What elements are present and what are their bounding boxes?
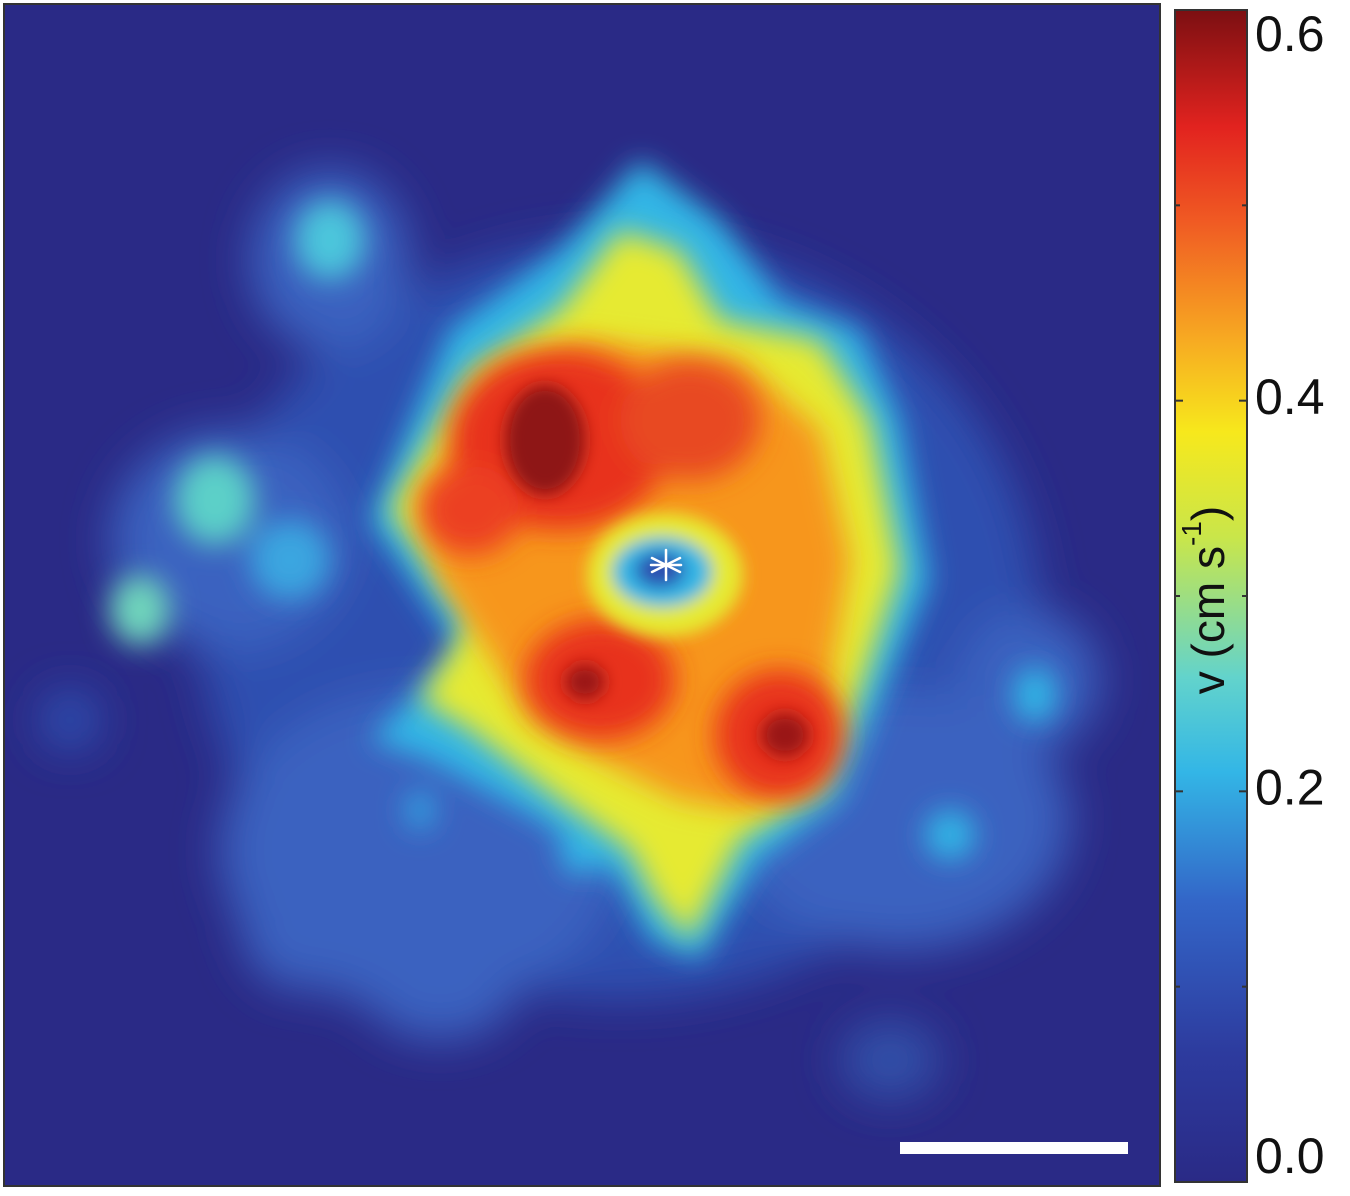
colorbar: 0.0 0.2 0.4 0.6 v (cm s-1) xyxy=(1174,6,1325,1184)
scale-bar xyxy=(900,1142,1128,1154)
heatmap-frame xyxy=(3,3,1161,1187)
heatmap-field xyxy=(40,160,1128,1154)
center-marker-asterisk-icon xyxy=(649,548,683,582)
colorbar-tick-label: 0.4 xyxy=(1255,369,1325,425)
colorbar-label-main: v (cm s xyxy=(1182,546,1234,694)
heatmap-plot-area xyxy=(3,3,1161,1187)
colorbar-label: v (cm s-1) xyxy=(1176,506,1234,694)
colorbar-label-close: ) xyxy=(1182,506,1234,521)
heatmap-peaks xyxy=(505,385,809,757)
colorbar-tick-label: 0.6 xyxy=(1255,6,1325,62)
colorbar-ticks xyxy=(1175,9,1247,1183)
colorbar-label-superscript: -1 xyxy=(1176,521,1207,546)
colorbar-tick-label: 0.2 xyxy=(1255,760,1325,816)
colorbar-tick-labels: 0.0 0.2 0.4 0.6 xyxy=(1255,6,1325,1184)
colorbar-gradient xyxy=(1174,9,1248,1183)
colorbar-tick-label: 0.0 xyxy=(1255,1128,1325,1184)
